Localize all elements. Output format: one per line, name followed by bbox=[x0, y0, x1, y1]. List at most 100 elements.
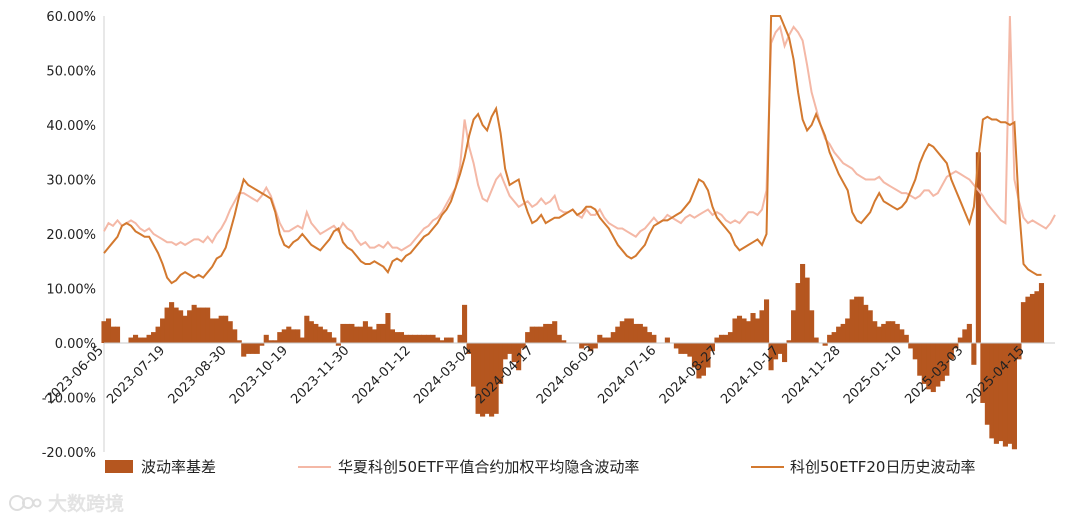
spread-bar bbox=[335, 343, 341, 346]
spread-bar bbox=[286, 326, 292, 343]
spread-bar bbox=[511, 343, 517, 363]
spread-bar bbox=[953, 343, 959, 349]
x-tick-label: 2025-01-10 bbox=[841, 343, 905, 407]
spread-bar bbox=[290, 329, 296, 343]
spread-bar bbox=[416, 334, 423, 343]
spread-bar bbox=[773, 343, 779, 360]
spread-bar bbox=[718, 334, 725, 343]
spread-bar bbox=[398, 332, 405, 343]
spread-bar bbox=[362, 321, 368, 343]
spread-bar bbox=[804, 277, 810, 343]
spread-bar bbox=[827, 334, 833, 343]
spread-bar bbox=[646, 332, 652, 343]
spread-bar bbox=[502, 343, 508, 360]
spread-bar bbox=[146, 334, 152, 343]
spread-bar bbox=[114, 326, 121, 343]
spread-bar bbox=[507, 343, 513, 354]
spread-bar bbox=[295, 329, 301, 343]
spread-bar bbox=[547, 323, 553, 343]
legend-label-historical: 科创50ETF20日历史波动率 bbox=[790, 458, 975, 476]
spread-bar bbox=[525, 332, 531, 343]
spread-bar bbox=[705, 343, 711, 368]
spread-bar bbox=[331, 337, 337, 343]
spread-bar bbox=[1029, 293, 1036, 343]
spread-bar bbox=[353, 326, 359, 343]
spread-bar bbox=[696, 343, 702, 379]
spread-bar bbox=[534, 326, 540, 343]
spread-bar bbox=[813, 337, 819, 343]
spread-bar bbox=[430, 334, 436, 343]
spread-bar bbox=[254, 343, 260, 354]
spread-bar bbox=[984, 343, 990, 425]
spread-bar bbox=[597, 334, 603, 343]
spread-bar bbox=[110, 326, 116, 343]
spread-bar bbox=[583, 343, 589, 346]
x-tick-label: 2024-07-16 bbox=[595, 343, 659, 407]
spread-bar bbox=[160, 318, 166, 343]
spread-bar bbox=[899, 329, 905, 343]
spread-bar bbox=[344, 323, 350, 343]
spread-bar bbox=[182, 315, 188, 343]
spread-bar bbox=[164, 307, 170, 343]
spread-bar bbox=[1020, 302, 1027, 343]
y-tick-label: 50.00% bbox=[46, 65, 96, 80]
y-axis-ticks: 60.00% 50.00% 40.00% 30.00% 20.00% 10.00% 0.00… bbox=[42, 10, 96, 461]
spread-bar bbox=[385, 313, 391, 343]
spread-bar bbox=[389, 329, 396, 343]
legend-label-spread: 波动率基差 bbox=[141, 458, 216, 476]
spread-bar bbox=[128, 337, 134, 343]
spread-bar bbox=[448, 337, 454, 343]
spread-bar bbox=[421, 334, 427, 343]
spread-bar bbox=[732, 318, 738, 343]
spread-bar bbox=[989, 343, 995, 439]
spread-bar bbox=[232, 329, 238, 343]
spread-bar bbox=[840, 323, 846, 343]
spread-bar bbox=[281, 329, 287, 343]
y-tick-label: 40.00% bbox=[46, 119, 96, 134]
spread-bar bbox=[1034, 291, 1040, 343]
y-tick-label: 30.00% bbox=[46, 174, 96, 189]
spread-bar bbox=[1025, 296, 1031, 343]
spread-bar bbox=[624, 318, 630, 343]
spread-bar bbox=[538, 326, 544, 343]
spread-bar bbox=[957, 337, 963, 343]
spread-bar bbox=[890, 321, 896, 343]
spread-bar bbox=[642, 326, 648, 343]
spread-bar bbox=[142, 337, 148, 343]
spread-bar bbox=[610, 332, 616, 343]
spread-bar bbox=[218, 315, 224, 343]
spread-bar bbox=[754, 318, 761, 343]
y-tick-label: 0.00% bbox=[55, 337, 96, 352]
spread-bar bbox=[425, 334, 432, 343]
spread-bar bbox=[304, 315, 310, 343]
spread-bar bbox=[313, 323, 319, 343]
spread-bar bbox=[939, 343, 945, 382]
spread-bar bbox=[588, 343, 594, 352]
spread-bar bbox=[800, 263, 806, 343]
spread-bar bbox=[471, 343, 477, 387]
spread-bar bbox=[682, 343, 688, 354]
x-tick-label: 2024-01-12 bbox=[350, 343, 414, 407]
spread-bar bbox=[966, 323, 972, 343]
x-tick-label: 2024-10-17 bbox=[718, 343, 782, 407]
spread-bar bbox=[439, 340, 445, 343]
spread-bar bbox=[137, 337, 143, 343]
spread-bar bbox=[849, 299, 855, 343]
spread-bar bbox=[132, 334, 139, 343]
x-tick-label: 2024-11-28 bbox=[780, 343, 844, 407]
legend-swatch-spread bbox=[105, 460, 133, 473]
spread-bar bbox=[935, 343, 941, 387]
spread-bar bbox=[552, 321, 558, 343]
spread-bar bbox=[1011, 343, 1017, 450]
spread-bar bbox=[1002, 343, 1008, 447]
spread-bar bbox=[155, 326, 161, 343]
spread-bar bbox=[169, 302, 175, 343]
spread-bar bbox=[250, 343, 256, 354]
spread-bar bbox=[777, 343, 783, 354]
spread-bar bbox=[858, 296, 864, 343]
spread-bar bbox=[443, 337, 450, 343]
spread-bar bbox=[903, 334, 909, 343]
spread-bar bbox=[241, 343, 247, 357]
spread-bar bbox=[863, 304, 869, 343]
spread-bar bbox=[601, 337, 607, 343]
